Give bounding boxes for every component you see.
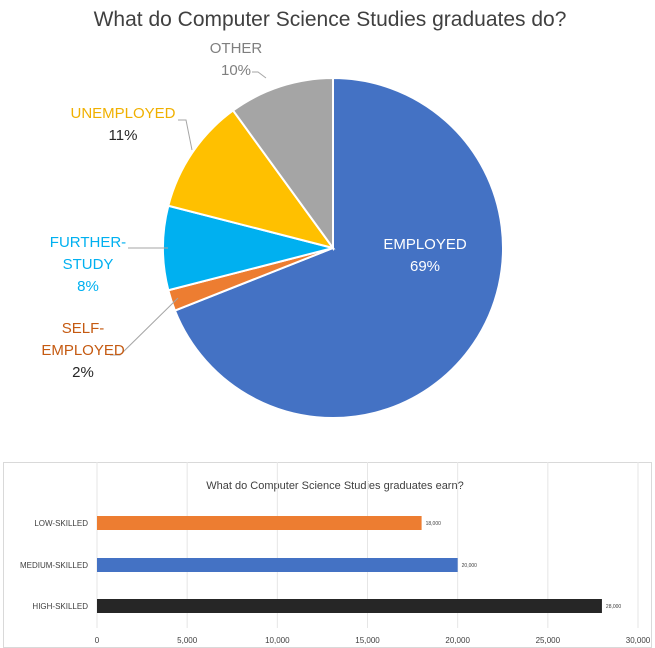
bar-chart-value-labels: 18,000 20,000 28,000	[426, 521, 622, 610]
pie-slice-other	[231, 76, 334, 252]
x-tick-label: 20,000	[445, 636, 470, 645]
x-tick-label: 5,000	[177, 636, 198, 645]
pie-label-unemployed: UNEMPLOYED	[70, 105, 175, 122]
bar-chart-title: What do Computer Science Studies graduat…	[206, 480, 463, 492]
pie-label-employed: EMPLOYED	[383, 236, 467, 253]
pie-value-further-study: 8%	[77, 278, 99, 295]
pie-chart-title: What do Computer Science Studies graduat…	[94, 8, 567, 31]
pie-labels: EMPLOYED 69% SELF-EMPLOYED 2% FURTHER-STUDY 8…	[41, 40, 467, 381]
pie-leader-self-employed	[110, 297, 179, 356]
pie-label-self-employed: SELF-EMPLOYED	[41, 320, 125, 359]
pie-slice-unemployed	[167, 109, 336, 250]
pie-value-other: 10%	[221, 62, 251, 79]
x-tick-label: 0	[95, 636, 100, 645]
value-label-high-skilled: 28,000	[606, 604, 622, 610]
bar-chart-category-labels: LOW-SKILLED MEDIUM-SKILLED HIGH-SKILLED	[20, 519, 88, 611]
bar-low-skilled	[97, 516, 422, 530]
value-label-low-skilled: 18,000	[426, 521, 442, 527]
value-label-medium-skilled: 20,000	[462, 563, 478, 569]
bar-high-skilled	[97, 599, 602, 613]
x-tick-label: 25,000	[536, 636, 561, 645]
bar-chart-tick-labels: 0 5,000 10,000 15,000 20,000 25,000 30,000	[95, 636, 651, 645]
category-label-high-skilled: HIGH-SKILLED	[32, 602, 88, 611]
x-tick-label: 30,000	[626, 636, 651, 645]
pie-leader-lines	[110, 71, 267, 356]
x-tick-label: 10,000	[265, 636, 290, 645]
bar-chart-bars	[97, 516, 602, 613]
pie-value-unemployed: 11%	[109, 127, 138, 144]
category-label-low-skilled: LOW-SKILLED	[34, 519, 88, 528]
category-label-medium-skilled: MEDIUM-SKILLED	[20, 561, 88, 570]
bar-chart-frame	[3, 462, 652, 648]
pie-leader-other	[252, 71, 267, 79]
pie-label-further-study: FURTHER-STUDY	[50, 234, 126, 273]
pie-chart: What do Computer Science Studies graduat…	[41, 8, 567, 419]
pie-leader-unemployed	[178, 119, 193, 151]
pie-value-self-employed: 2%	[72, 364, 94, 381]
pie-slices	[161, 76, 504, 419]
bar-medium-skilled	[97, 558, 458, 572]
bar-chart: What do Computer Science Studies graduat…	[3, 462, 652, 648]
pie-label-other: OTHER	[210, 40, 263, 57]
pie-slice-employed	[173, 76, 504, 419]
x-tick-label: 15,000	[355, 636, 380, 645]
pie-value-employed: 69%	[410, 258, 440, 275]
